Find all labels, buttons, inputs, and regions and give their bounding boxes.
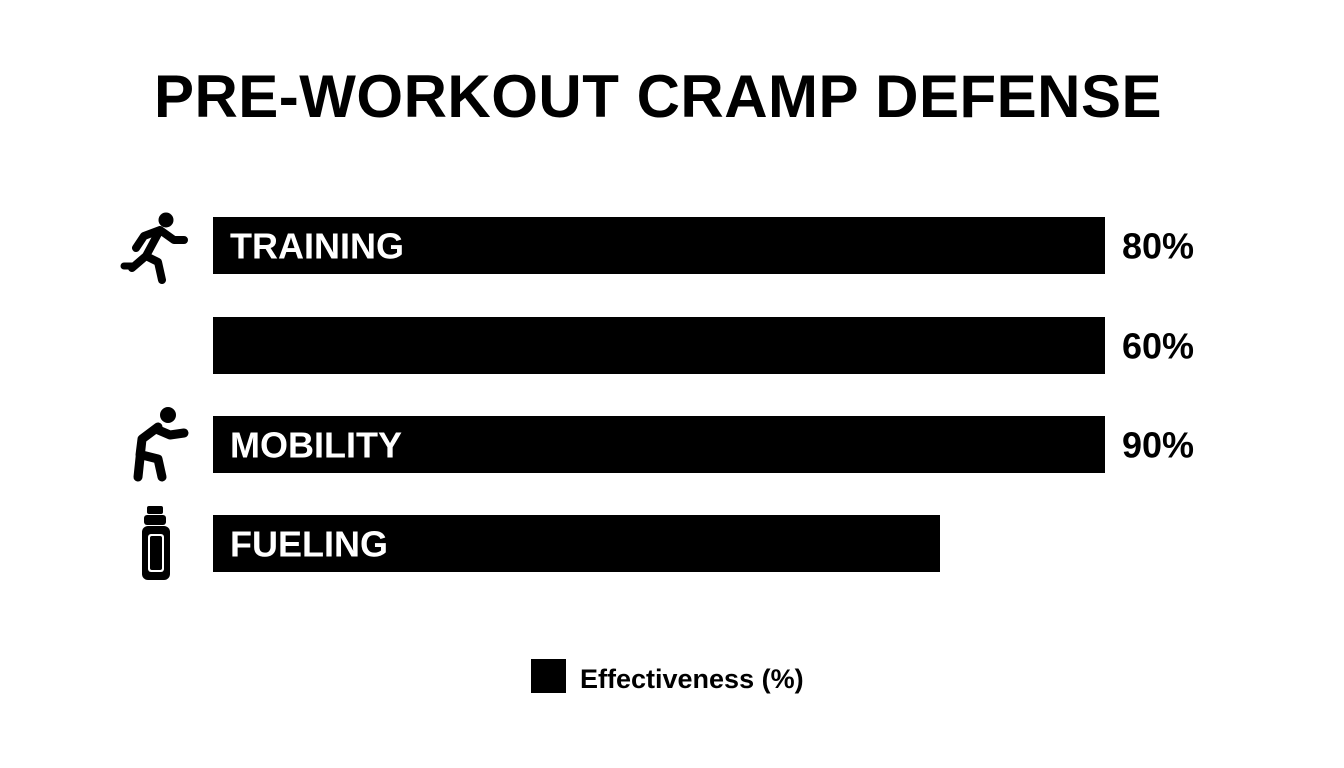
- value-label: 60%: [1122, 326, 1194, 367]
- bar-label-fueling: FUELING: [230, 524, 388, 565]
- stretching-person-icon: [133, 407, 189, 482]
- bars-layer: TRAINING 80% 60% MOBILITY 90% FUELING: [213, 217, 1194, 572]
- value-label: 80%: [1122, 226, 1194, 267]
- bar-mobility: [213, 416, 1105, 473]
- running-person-icon: [120, 212, 188, 284]
- legend-swatch: [531, 659, 566, 693]
- legend-label: Effectiveness (%): [580, 664, 804, 694]
- bar-training: [213, 217, 1105, 274]
- bar-label-training: TRAINING: [230, 226, 404, 267]
- chart-title: PRE-WORKOUT CRAMP DEFENSE: [154, 63, 1162, 130]
- bar-label-mobility: MOBILITY: [230, 425, 402, 466]
- bar-fueling: [213, 515, 940, 572]
- bar-unlabeled: [213, 317, 1105, 374]
- value-label: 90%: [1122, 425, 1194, 466]
- legend: Effectiveness (%): [531, 659, 804, 694]
- water-bottle-icon: [142, 506, 170, 580]
